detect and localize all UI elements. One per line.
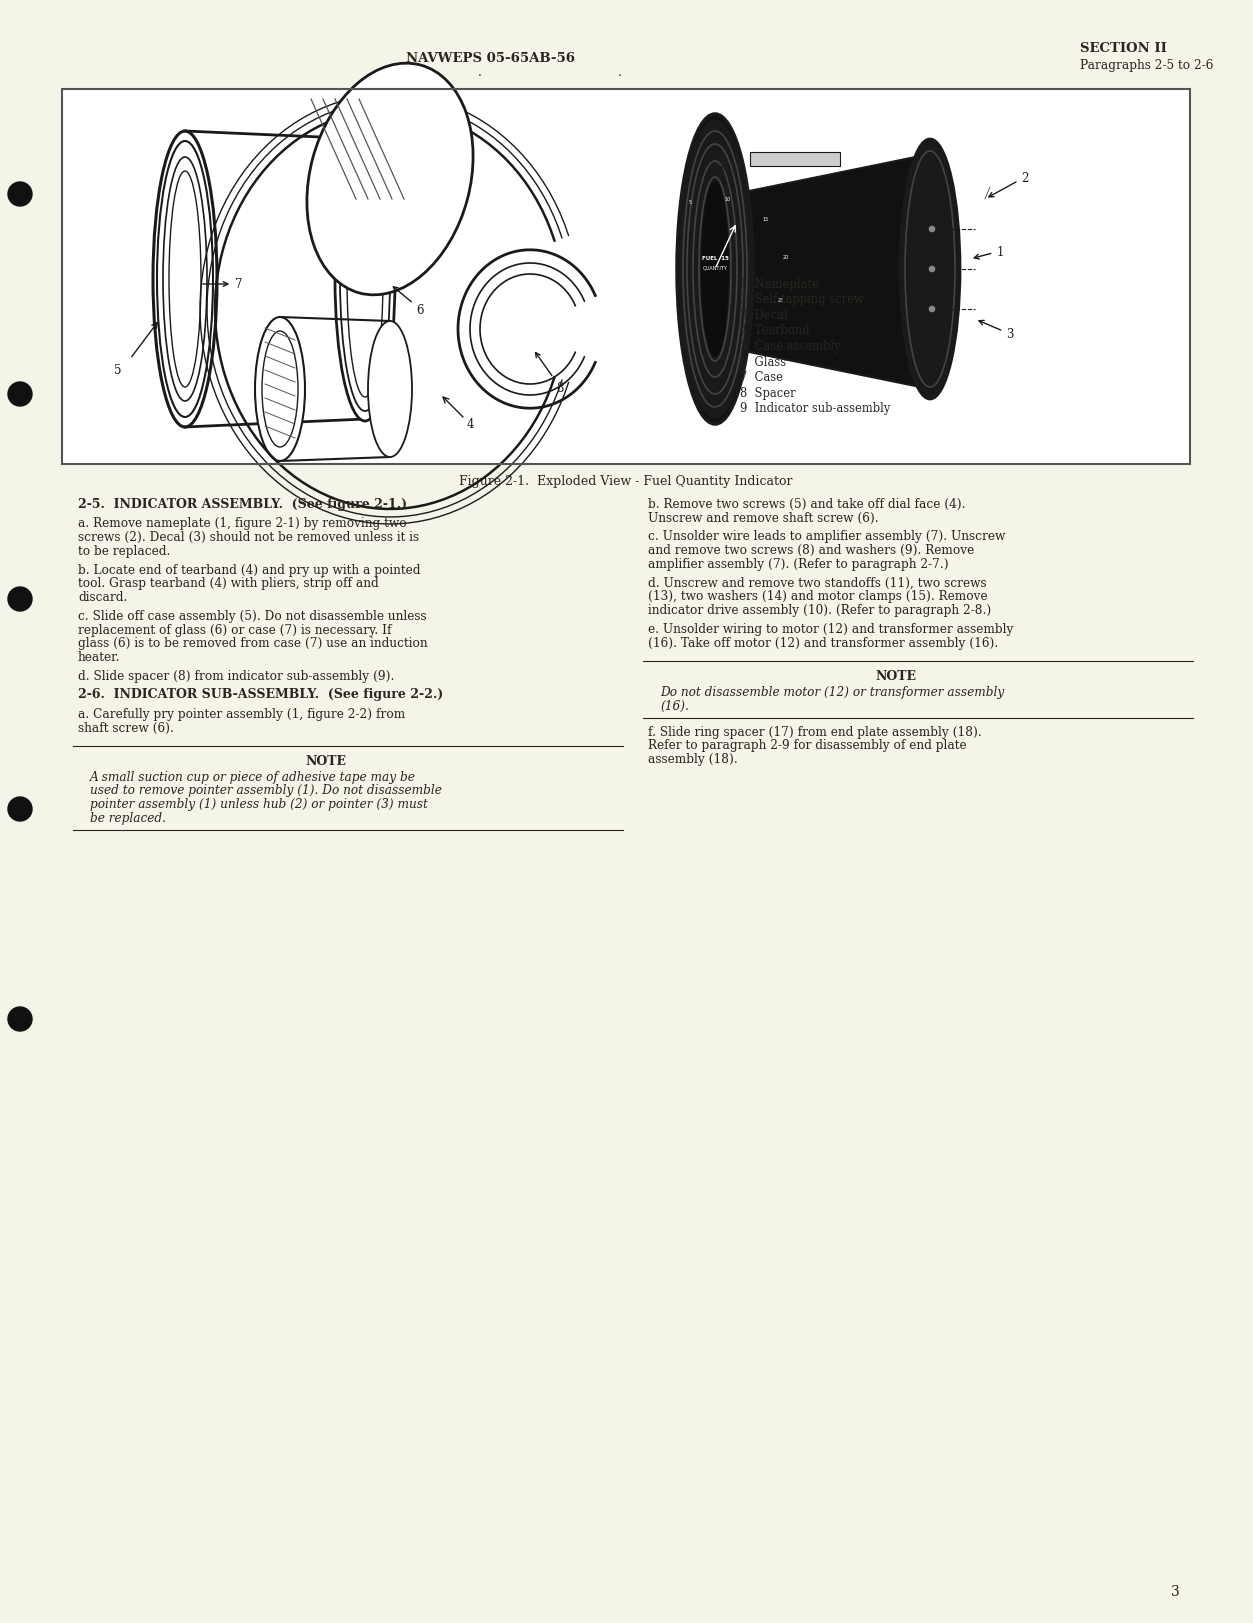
Text: Figure 2-1.  Exploded View - Fuel Quantity Indicator: Figure 2-1. Exploded View - Fuel Quantit… bbox=[460, 476, 793, 489]
Text: 4  Tearband: 4 Tearband bbox=[741, 325, 809, 338]
Circle shape bbox=[8, 383, 33, 407]
Text: 2-5.  INDICATOR ASSEMBLY.  (See figure 2-1.): 2-5. INDICATOR ASSEMBLY. (See figure 2-1… bbox=[78, 498, 407, 511]
Ellipse shape bbox=[680, 122, 751, 417]
Text: 3: 3 bbox=[979, 321, 1014, 341]
Text: NAVWEPS 05-65AB-56: NAVWEPS 05-65AB-56 bbox=[406, 52, 574, 65]
Ellipse shape bbox=[347, 162, 383, 398]
Text: indicator drive assembly (10). (Refer to paragraph 2-8.): indicator drive assembly (10). (Refer to… bbox=[648, 604, 991, 617]
Circle shape bbox=[8, 797, 33, 821]
Text: c. Slide off case assembly (5). Do not disassemble unless: c. Slide off case assembly (5). Do not d… bbox=[78, 609, 426, 622]
Text: a. Carefully pry pointer assembly (1, figure 2-2) from: a. Carefully pry pointer assembly (1, fi… bbox=[78, 708, 405, 721]
Ellipse shape bbox=[928, 226, 936, 234]
Text: FUEL  15: FUEL 15 bbox=[702, 255, 728, 260]
Text: 3  Decal: 3 Decal bbox=[741, 308, 788, 321]
Ellipse shape bbox=[700, 182, 729, 357]
Text: be replaced.: be replaced. bbox=[90, 812, 165, 824]
Text: glass (6) is to be removed from case (7) use an induction: glass (6) is to be removed from case (7)… bbox=[78, 636, 427, 649]
Ellipse shape bbox=[928, 266, 936, 274]
Text: pointer assembly (1) unless hub (2) or pointer (3) must: pointer assembly (1) unless hub (2) or p… bbox=[90, 797, 427, 810]
Text: assembly (18).: assembly (18). bbox=[648, 753, 738, 766]
Text: 5  Case assembly: 5 Case assembly bbox=[741, 339, 841, 352]
Text: 1  Nameplate: 1 Nameplate bbox=[741, 278, 819, 291]
Text: 6  Glass: 6 Glass bbox=[741, 355, 786, 368]
Ellipse shape bbox=[677, 115, 753, 425]
Ellipse shape bbox=[335, 138, 395, 422]
Ellipse shape bbox=[153, 131, 217, 428]
Ellipse shape bbox=[900, 140, 960, 399]
Ellipse shape bbox=[169, 172, 200, 388]
Text: (13), two washers (14) and motor clamps (15). Remove: (13), two washers (14) and motor clamps … bbox=[648, 591, 987, 604]
Text: .: . bbox=[479, 65, 482, 78]
Text: d. Unscrew and remove two standoffs (11), two screws: d. Unscrew and remove two standoffs (11)… bbox=[648, 576, 986, 589]
Text: c. Unsolder wire leads to amplifier assembly (7). Unscrew: c. Unsolder wire leads to amplifier asse… bbox=[648, 531, 1005, 544]
Text: Unscrew and remove shaft screw (6).: Unscrew and remove shaft screw (6). bbox=[648, 511, 878, 524]
Ellipse shape bbox=[928, 305, 936, 313]
Text: a. Remove nameplate (1, figure 2-1) by removing two: a. Remove nameplate (1, figure 2-1) by r… bbox=[78, 518, 407, 531]
Text: 2: 2 bbox=[989, 172, 1029, 198]
Text: 9: 9 bbox=[707, 151, 723, 172]
Text: (16).: (16). bbox=[660, 700, 689, 712]
Text: 5: 5 bbox=[689, 200, 692, 204]
Text: 3: 3 bbox=[1170, 1584, 1179, 1599]
Ellipse shape bbox=[256, 318, 304, 461]
Text: 25: 25 bbox=[777, 297, 783, 304]
Text: (16). Take off motor (12) and transformer assembly (16).: (16). Take off motor (12) and transforme… bbox=[648, 636, 999, 649]
Text: 15: 15 bbox=[763, 216, 769, 221]
Text: b. Locate end of tearband (4) and pry up with a pointed: b. Locate end of tearband (4) and pry up… bbox=[78, 563, 421, 576]
Text: discard.: discard. bbox=[78, 591, 128, 604]
Ellipse shape bbox=[307, 65, 474, 295]
Text: screws (2). Decal (3) should not be removed unless it is: screws (2). Decal (3) should not be remo… bbox=[78, 531, 419, 544]
Ellipse shape bbox=[163, 157, 207, 403]
Text: 9  Indicator sub-assembly: 9 Indicator sub-assembly bbox=[741, 403, 891, 415]
Circle shape bbox=[8, 1008, 33, 1031]
Text: 8: 8 bbox=[535, 354, 564, 394]
Text: 7  Case: 7 Case bbox=[741, 370, 783, 383]
Text: 0: 0 bbox=[658, 221, 662, 226]
Text: NOTE: NOTE bbox=[304, 755, 346, 768]
Text: 5: 5 bbox=[114, 364, 122, 377]
Ellipse shape bbox=[340, 148, 390, 412]
Text: amplifier assembly (7). (Refer to paragraph 2-7.): amplifier assembly (7). (Refer to paragr… bbox=[648, 558, 949, 571]
Text: d. Slide spacer (8) from indicator sub-assembly (9).: d. Slide spacer (8) from indicator sub-a… bbox=[78, 669, 395, 682]
Circle shape bbox=[8, 588, 33, 612]
Text: tool. Grasp tearband (4) with pliers, strip off and: tool. Grasp tearband (4) with pliers, st… bbox=[78, 578, 378, 591]
Bar bbox=[61, 89, 1190, 464]
Text: QUANTITY: QUANTITY bbox=[703, 265, 728, 271]
Text: 1: 1 bbox=[974, 245, 1004, 260]
Text: 10: 10 bbox=[724, 196, 730, 201]
Bar bbox=[751, 153, 840, 167]
Text: NOTE: NOTE bbox=[875, 670, 916, 683]
Text: .: . bbox=[618, 65, 621, 78]
Text: 7: 7 bbox=[203, 278, 243, 291]
Text: 2-6.  INDICATOR SUB-ASSEMBLY.  (See figure 2-2.): 2-6. INDICATOR SUB-ASSEMBLY. (See figure… bbox=[78, 688, 444, 701]
Text: replacement of glass (6) or case (7) is necessary. If: replacement of glass (6) or case (7) is … bbox=[78, 623, 391, 636]
Text: 8  Spacer: 8 Spacer bbox=[741, 386, 796, 399]
Circle shape bbox=[8, 183, 33, 206]
Ellipse shape bbox=[262, 331, 298, 448]
Text: e. Unsolder wiring to motor (12) and transformer assembly: e. Unsolder wiring to motor (12) and tra… bbox=[648, 623, 1014, 636]
Text: 6: 6 bbox=[393, 287, 424, 316]
Text: 20: 20 bbox=[783, 255, 789, 260]
Ellipse shape bbox=[157, 141, 213, 417]
Text: A small suction cup or piece of adhesive tape may be: A small suction cup or piece of adhesive… bbox=[90, 769, 416, 782]
Text: to be replaced.: to be replaced. bbox=[78, 545, 170, 558]
Text: 2  Self-tapping screw: 2 Self-tapping screw bbox=[741, 294, 863, 307]
Text: Refer to paragraph 2-9 for disassembly of end plate: Refer to paragraph 2-9 for disassembly o… bbox=[648, 738, 966, 751]
Text: heater.: heater. bbox=[78, 651, 120, 664]
Text: b. Remove two screws (5) and take off dial face (4).: b. Remove two screws (5) and take off di… bbox=[648, 498, 966, 511]
Text: used to remove pointer assembly (1). Do not disassemble: used to remove pointer assembly (1). Do … bbox=[90, 784, 442, 797]
Text: SECTION II: SECTION II bbox=[1080, 42, 1167, 55]
Text: Do not disassemble motor (12) or transformer assembly: Do not disassemble motor (12) or transfo… bbox=[660, 685, 1004, 698]
Ellipse shape bbox=[368, 321, 412, 458]
Bar bbox=[61, 89, 1190, 464]
Text: and remove two screws (8) and washers (9). Remove: and remove two screws (8) and washers (9… bbox=[648, 544, 975, 557]
Text: Paragraphs 2-5 to 2-6: Paragraphs 2-5 to 2-6 bbox=[1080, 58, 1213, 71]
Text: shaft screw (6).: shaft screw (6). bbox=[78, 721, 174, 734]
Text: 4: 4 bbox=[466, 419, 474, 432]
Polygon shape bbox=[710, 154, 930, 390]
Text: f. Slide ring spacer (17) from end plate assembly (18).: f. Slide ring spacer (17) from end plate… bbox=[648, 725, 982, 738]
